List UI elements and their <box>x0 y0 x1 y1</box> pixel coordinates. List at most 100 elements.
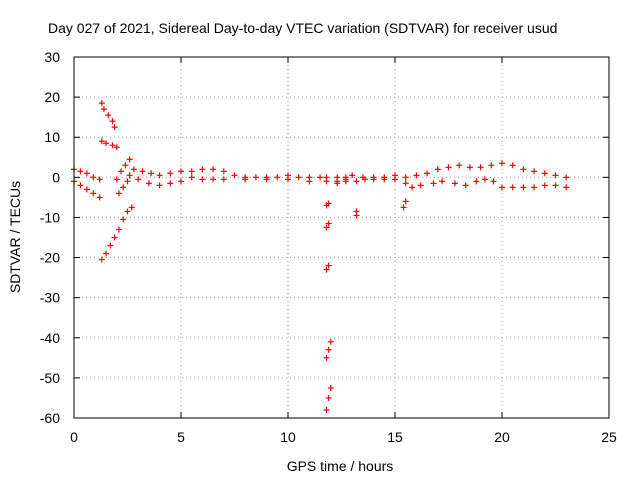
data-point <box>456 162 463 169</box>
data-point <box>167 170 174 177</box>
data-point <box>115 226 122 233</box>
data-point <box>124 178 131 185</box>
data-point <box>113 176 120 183</box>
y-tick-label: -40 <box>40 330 60 346</box>
data-point <box>325 394 332 401</box>
data-point <box>199 166 206 173</box>
data-point <box>323 266 330 273</box>
data-point <box>145 180 152 187</box>
data-point <box>434 166 441 173</box>
plot-frame <box>73 56 610 419</box>
data-point <box>541 182 548 189</box>
data-point <box>342 178 349 185</box>
data-point <box>252 174 259 181</box>
data-point <box>325 262 332 269</box>
data-point <box>563 174 570 181</box>
data-point <box>135 176 142 183</box>
y-tick-label: 10 <box>44 129 60 145</box>
data-point <box>323 224 330 231</box>
data-point <box>83 170 90 177</box>
data-point <box>317 174 324 181</box>
data-point <box>263 176 270 183</box>
data-point <box>98 256 105 263</box>
data-point <box>98 100 105 107</box>
data-point <box>499 184 505 191</box>
data-point <box>122 162 129 169</box>
data-point <box>353 178 360 185</box>
series-trace-b <box>71 138 570 201</box>
y-tick-label: -50 <box>40 370 60 386</box>
y-tick-label: -30 <box>40 290 60 306</box>
data-point <box>103 140 110 147</box>
y-tick-label: -10 <box>40 209 60 225</box>
data-point <box>274 174 281 181</box>
data-point <box>90 190 97 197</box>
series-trace-a <box>71 100 570 183</box>
data-point <box>188 174 195 181</box>
data-point <box>100 106 107 113</box>
data-point <box>473 178 480 185</box>
data-point <box>392 176 398 183</box>
data-point <box>424 170 431 177</box>
data-point <box>178 168 184 175</box>
data-point <box>156 182 163 189</box>
data-point <box>439 178 446 185</box>
data-point <box>210 166 217 173</box>
data-point <box>563 184 570 191</box>
data-point <box>199 176 206 183</box>
data-point <box>285 176 291 183</box>
y-tick-label: 20 <box>44 89 60 105</box>
data-point <box>327 384 334 391</box>
data-point <box>520 184 527 191</box>
x-tick-labels: 0 5 10 15 20 25 <box>70 429 617 445</box>
data-point <box>83 186 90 193</box>
data-point <box>481 176 488 183</box>
data-point <box>148 170 155 177</box>
data-point <box>167 180 174 187</box>
data-point <box>323 354 330 361</box>
data-point <box>107 242 114 249</box>
data-point <box>231 172 238 179</box>
data-point <box>509 184 516 191</box>
data-point <box>242 176 249 183</box>
data-point <box>334 180 341 187</box>
series-trace-c <box>98 204 135 263</box>
data-point <box>323 406 330 413</box>
data-point <box>466 164 473 171</box>
data-point <box>220 168 227 175</box>
data-point <box>381 176 388 183</box>
data-point <box>488 162 495 169</box>
x-tick-label: 10 <box>280 429 296 445</box>
data-point <box>118 168 125 175</box>
data-point <box>115 190 122 197</box>
x-tick-label: 0 <box>70 429 78 445</box>
y-tick-label: -60 <box>40 410 60 426</box>
data-point <box>409 184 416 191</box>
data-point <box>327 338 334 345</box>
data-marks <box>71 100 570 413</box>
x-tick-label: 20 <box>494 429 510 445</box>
chart-title: Day 027 of 2021, Sidereal Day-to-day VTE… <box>48 20 557 36</box>
data-point <box>124 208 131 215</box>
data-point <box>325 200 332 207</box>
data-point <box>306 178 313 185</box>
data-point <box>370 176 377 183</box>
y-tick-label: 30 <box>44 49 60 65</box>
y-tick-label: -20 <box>40 250 60 266</box>
data-point <box>111 234 118 241</box>
x-tick-label: 15 <box>387 429 403 445</box>
data-point <box>109 118 116 125</box>
data-point <box>120 184 127 191</box>
data-point <box>295 174 302 181</box>
x-tick-label: 25 <box>601 429 617 445</box>
data-point <box>210 176 217 183</box>
data-point <box>430 180 437 187</box>
data-point <box>451 180 458 187</box>
data-point <box>77 182 84 189</box>
data-point <box>128 204 135 211</box>
y-tick-label: 0 <box>52 169 60 185</box>
data-point <box>541 170 548 177</box>
data-point <box>109 142 116 149</box>
data-point <box>126 156 133 163</box>
